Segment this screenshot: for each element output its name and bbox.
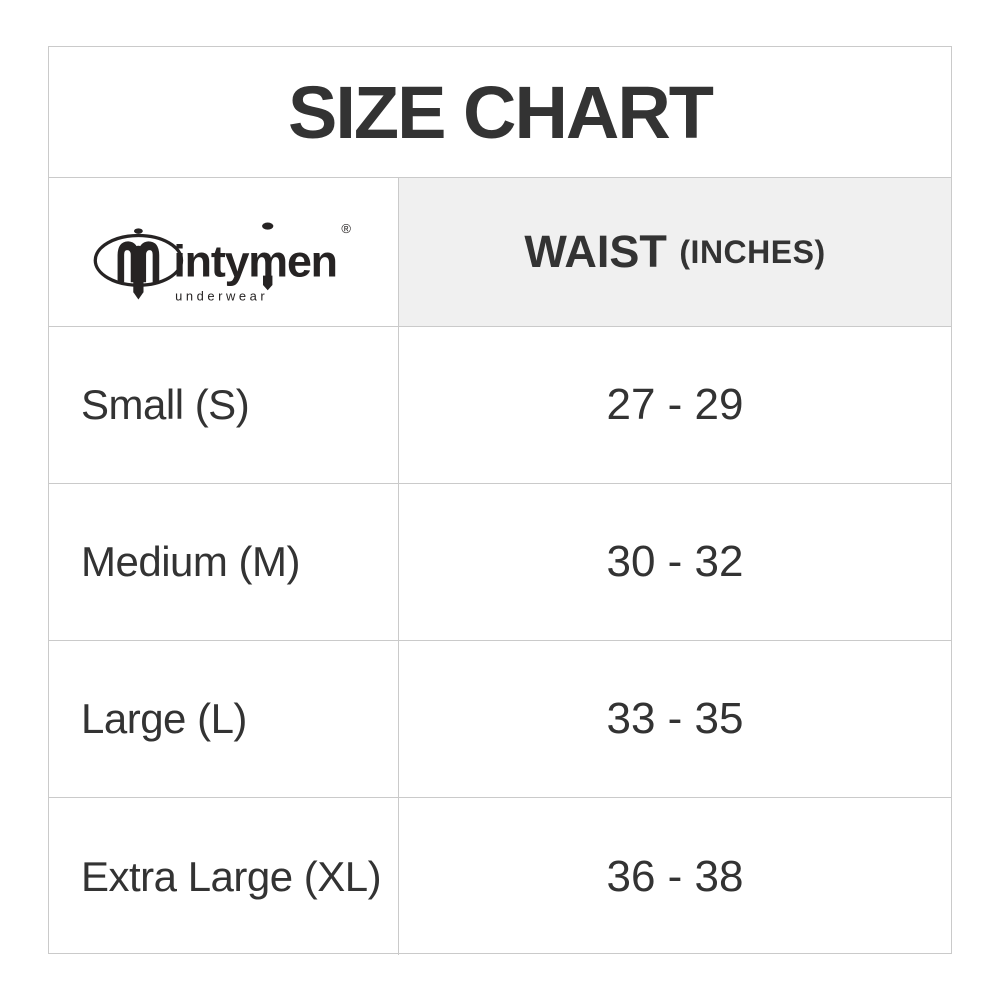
svg-text:®: ® [341,221,351,236]
svg-text:intymen: intymen [173,237,336,287]
svg-text:underwear: underwear [175,288,268,303]
